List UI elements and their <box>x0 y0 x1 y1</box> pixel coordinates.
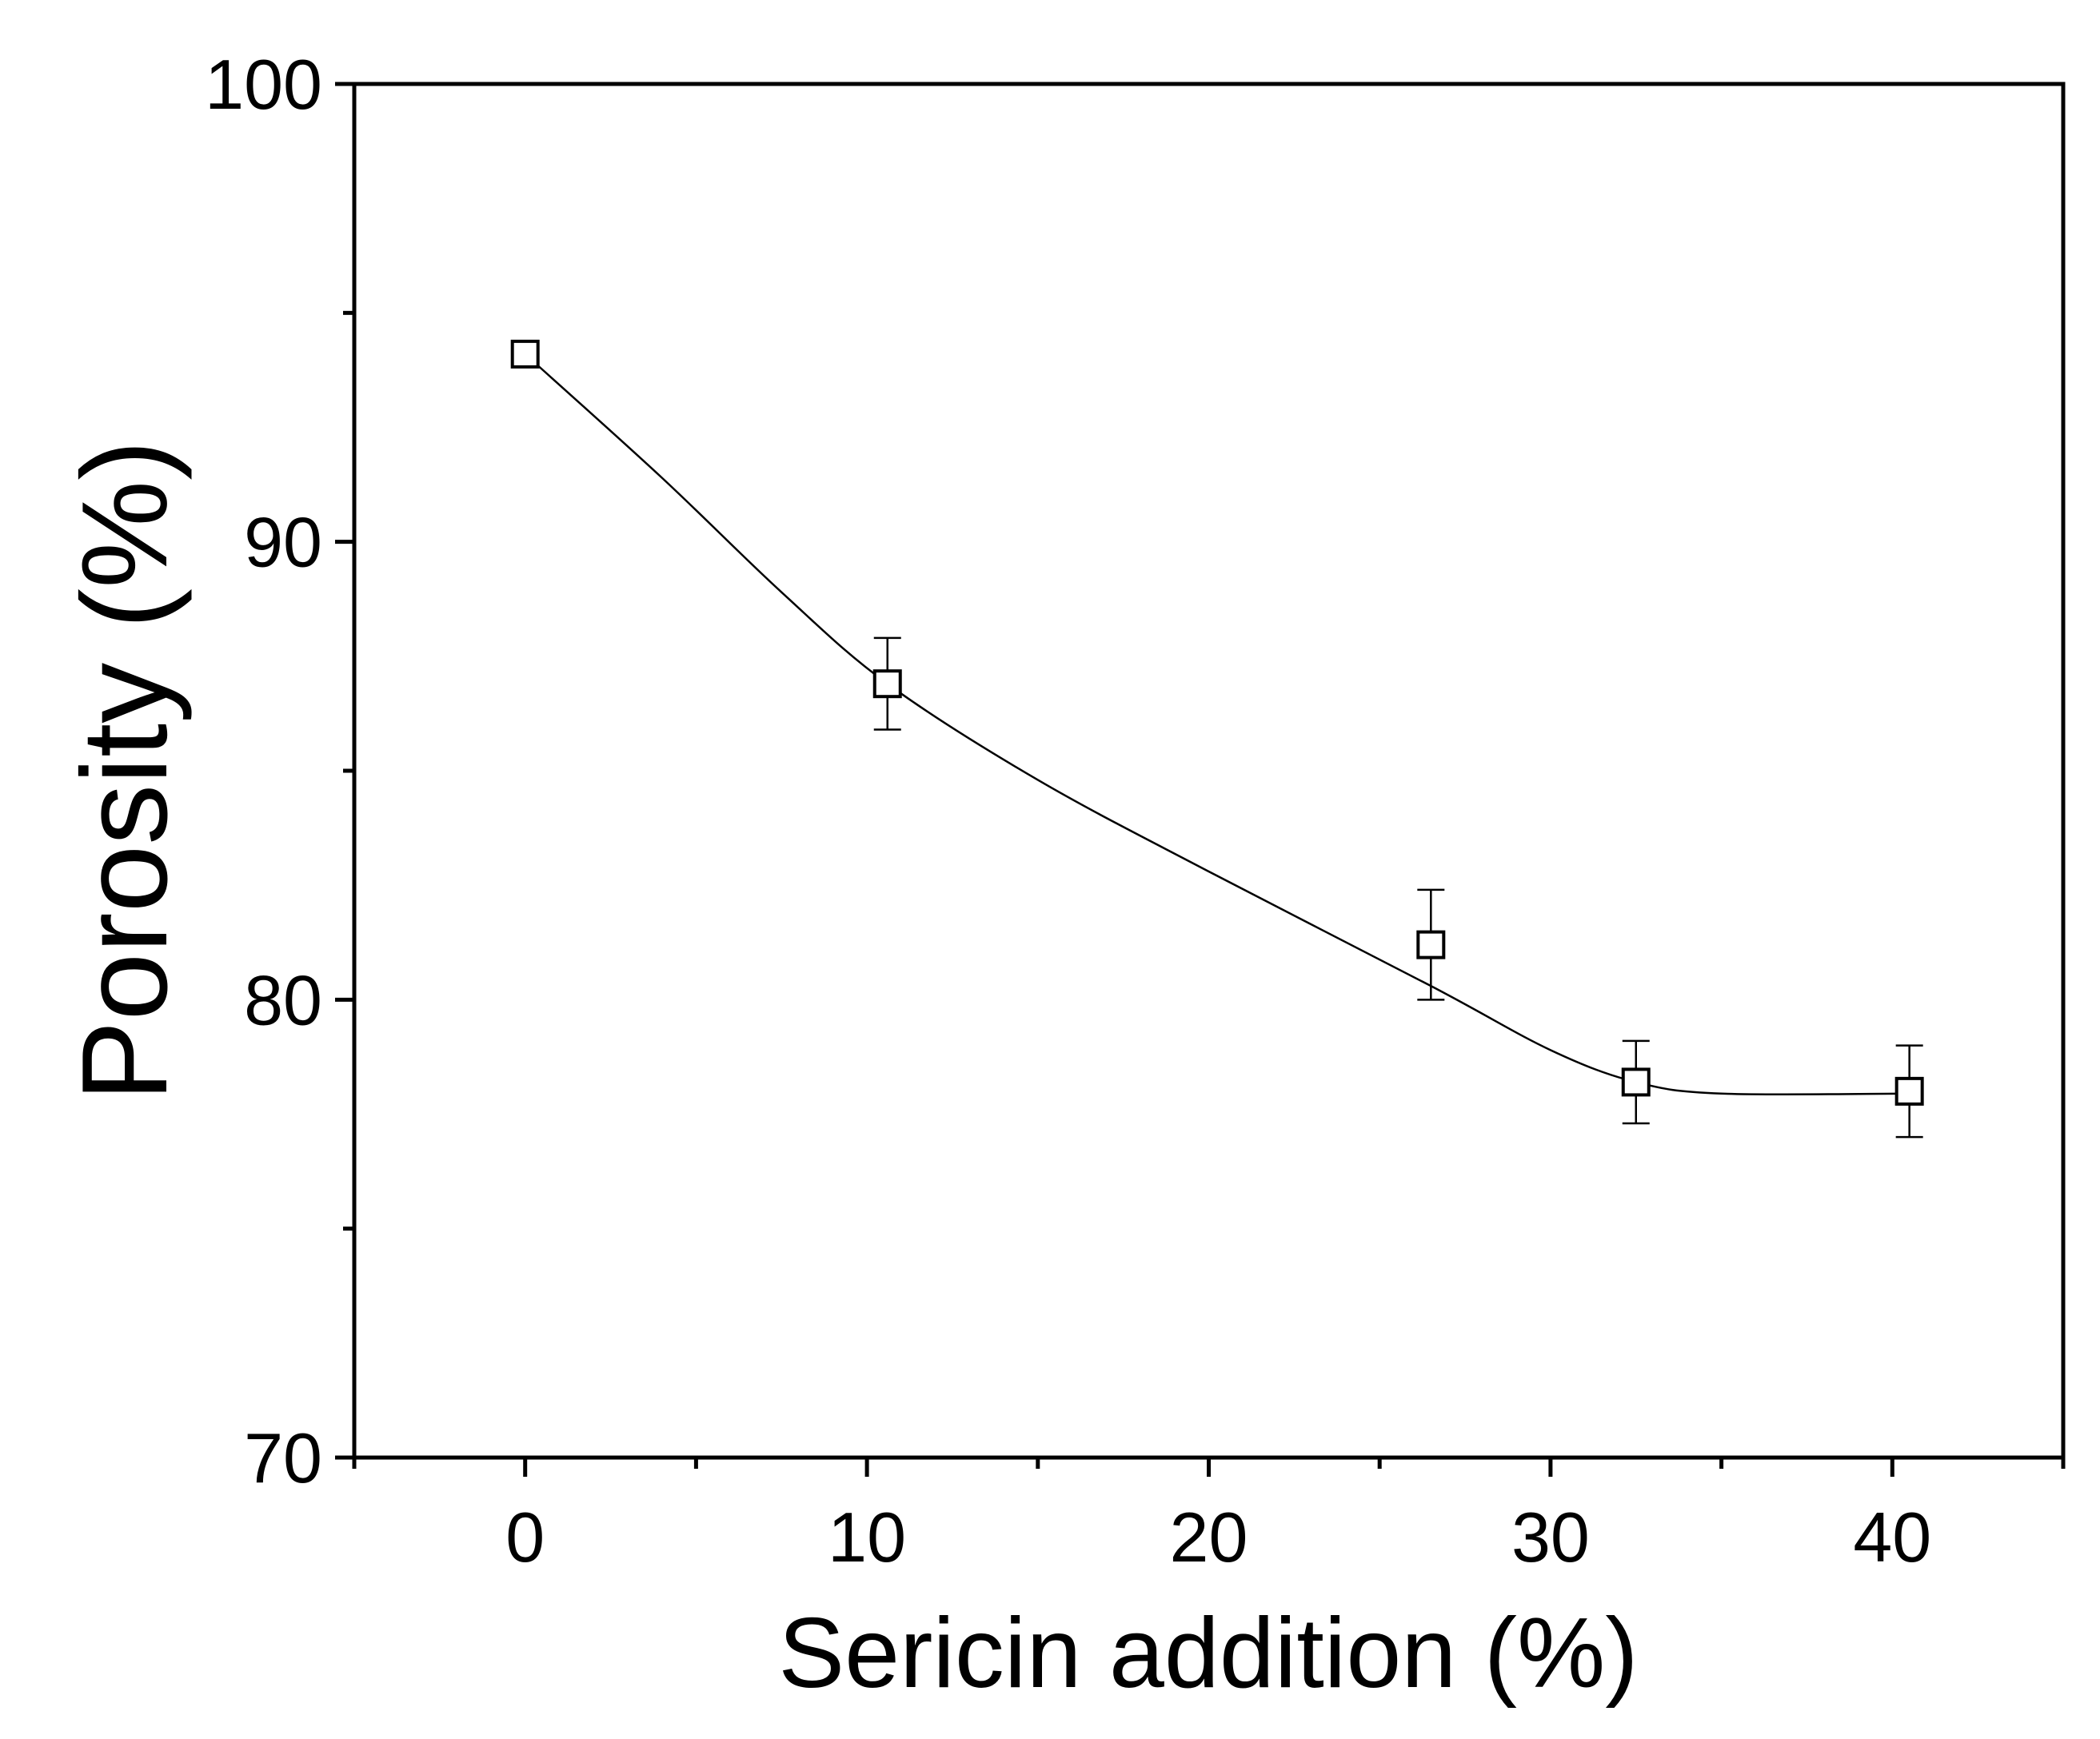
y-tick-label: 90 <box>244 503 322 582</box>
x-tick-label: 20 <box>1170 1498 1248 1577</box>
x-tick-label: 0 <box>505 1498 545 1577</box>
y-tick-label: 70 <box>244 1418 322 1498</box>
y-axis-title: Porosity (%) <box>57 440 193 1102</box>
y-tick-label: 80 <box>244 960 322 1039</box>
plot-frame <box>352 82 2066 1460</box>
x-tick-label: 10 <box>828 1498 906 1577</box>
fit-curve <box>524 353 1910 1096</box>
x-axis-title: Sericin addition (%) <box>778 1598 1638 1709</box>
data-point <box>872 669 902 699</box>
y-tick-label: 100 <box>205 45 322 124</box>
data-point <box>510 339 540 369</box>
data-point <box>1416 930 1446 959</box>
error-bars <box>873 636 1923 1139</box>
data-markers <box>510 339 1924 1106</box>
data-point <box>1894 1076 1924 1106</box>
x-tick-label: 40 <box>1853 1498 1931 1577</box>
x-tick-label: 30 <box>1511 1498 1590 1577</box>
axis-ticks <box>335 82 2066 1477</box>
axis-tick-labels: 0 10 20 30 40 70 80 90 100 <box>205 45 1931 1577</box>
data-point <box>1621 1067 1651 1097</box>
